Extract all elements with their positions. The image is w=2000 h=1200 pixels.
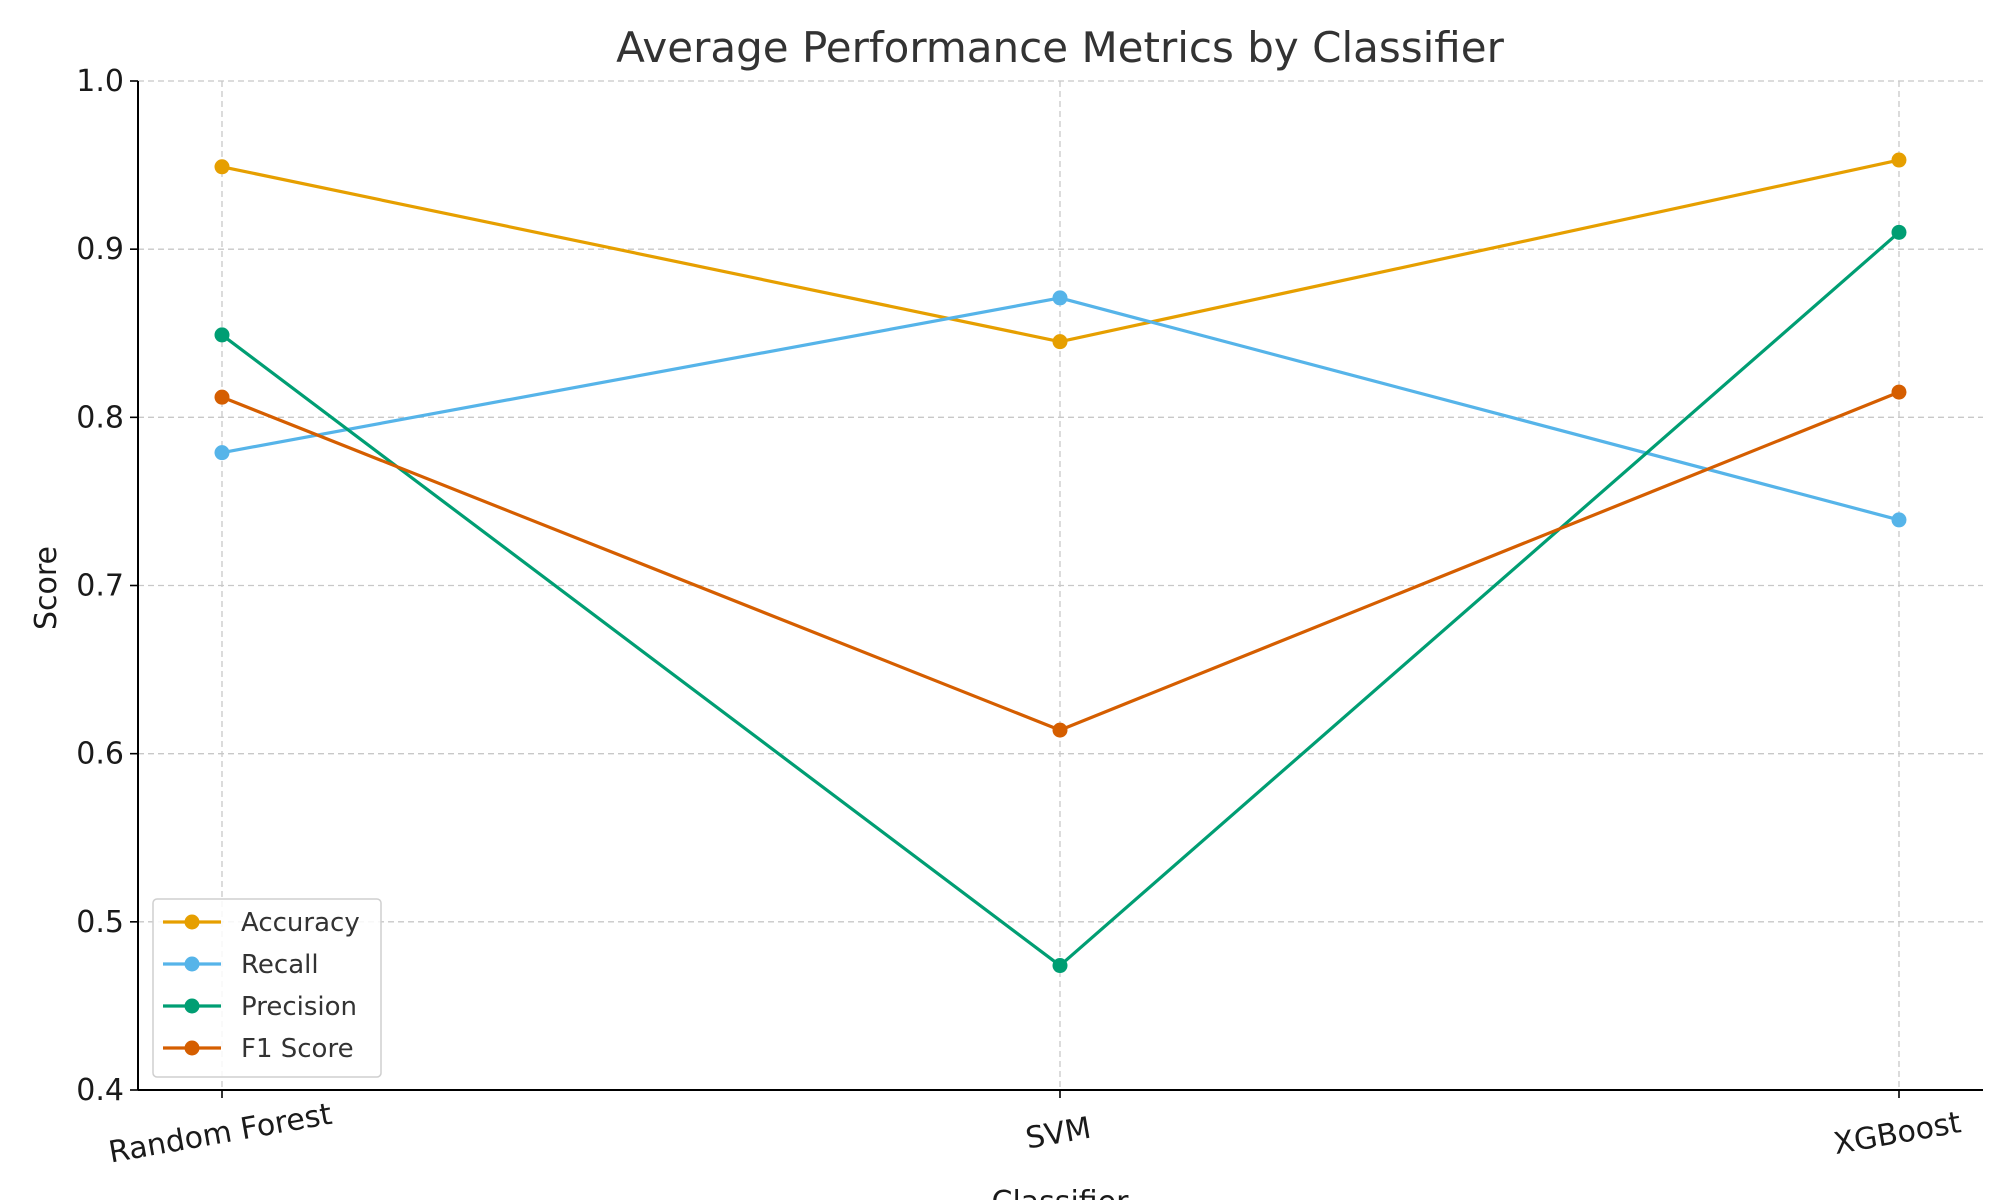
legend: Accuracy Recall Precision F1 Score bbox=[152, 898, 382, 1078]
series bbox=[214, 152, 1907, 974]
legend-label: F1 Score bbox=[241, 1034, 354, 1064]
legend-item-f1-score: F1 Score bbox=[163, 1034, 354, 1064]
legend-item-recall: Recall bbox=[163, 950, 319, 980]
series-accuracy bbox=[214, 152, 1907, 350]
series-recall bbox=[214, 290, 1907, 528]
x-tick-label: Random Forest bbox=[106, 1097, 335, 1171]
legend-item-precision: Precision bbox=[163, 992, 357, 1022]
data-point-recall bbox=[1891, 512, 1907, 528]
x-ticks: Random Forest SVM XGBoost bbox=[106, 1090, 1964, 1170]
y-tick-label: 0.7 bbox=[76, 569, 124, 604]
data-point-accuracy bbox=[1052, 334, 1068, 350]
legend-swatch-marker bbox=[184, 1040, 200, 1056]
data-point-precision bbox=[214, 327, 230, 343]
data-point-precision bbox=[1891, 224, 1907, 240]
legend-item-accuracy: Accuracy bbox=[163, 908, 360, 938]
grid bbox=[138, 80, 1983, 1090]
data-point-f1-score bbox=[1052, 722, 1068, 738]
chart-title: Average Performance Metrics by Classifie… bbox=[616, 23, 1504, 72]
y-tick-label: 0.5 bbox=[76, 905, 124, 940]
x-tick-label: SVM bbox=[1023, 1111, 1094, 1157]
y-tick-label: 0.6 bbox=[76, 737, 124, 772]
legend-box bbox=[152, 898, 382, 1078]
data-point-f1-score bbox=[214, 389, 230, 405]
data-point-precision bbox=[1052, 958, 1068, 974]
data-point-recall bbox=[1052, 290, 1068, 306]
data-point-f1-score bbox=[1891, 384, 1907, 400]
y-ticks: 0.4 0.5 0.6 0.7 0.8 0.9 1.0 bbox=[76, 64, 138, 1108]
data-point-accuracy bbox=[214, 159, 230, 175]
data-point-accuracy bbox=[1891, 152, 1907, 168]
legend-label: Precision bbox=[241, 992, 357, 1022]
x-tick-label: XGBoost bbox=[1831, 1105, 1964, 1162]
data-point-recall bbox=[214, 445, 230, 461]
x-axis-title: Classifier bbox=[992, 1185, 1130, 1200]
y-tick-label: 0.4 bbox=[76, 1073, 124, 1108]
y-tick-label: 0.8 bbox=[76, 400, 124, 435]
series-f1-score bbox=[214, 384, 1907, 738]
y-tick-label: 1.0 bbox=[76, 64, 124, 99]
legend-swatch-marker bbox=[184, 956, 200, 972]
series-precision bbox=[214, 224, 1907, 974]
legend-swatch-marker bbox=[184, 914, 200, 930]
legend-label: Recall bbox=[241, 950, 319, 980]
legend-label: Accuracy bbox=[241, 908, 360, 938]
legend-swatch-marker bbox=[184, 998, 200, 1014]
y-tick-label: 0.9 bbox=[76, 232, 124, 267]
y-axis-title: Score bbox=[29, 546, 64, 630]
